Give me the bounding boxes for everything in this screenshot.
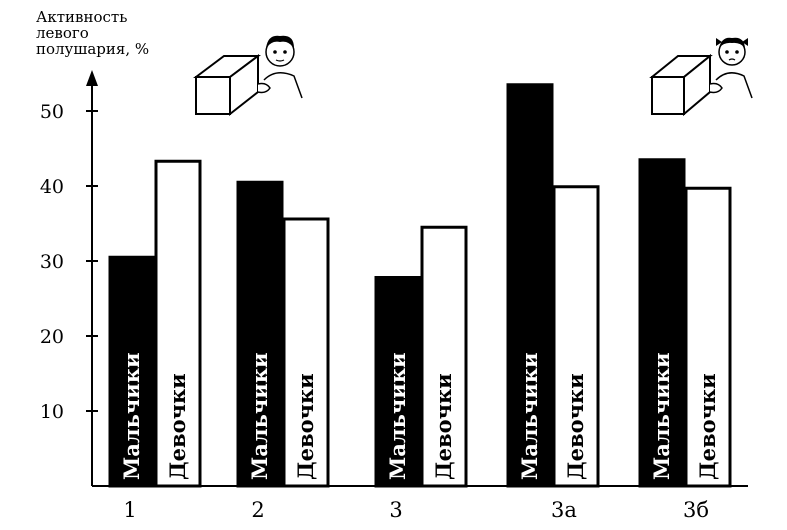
- bar-boys-4: [506, 83, 554, 488]
- y-tick-label: 50: [40, 101, 64, 123]
- bar-boys-2: [236, 180, 284, 488]
- y-axis-title: Активность левого полушария, %: [36, 8, 149, 58]
- y-axis-title-line: Активность: [36, 8, 127, 26]
- x-tick-label: 3: [389, 498, 402, 522]
- y-axis-title-line: полушария, %: [36, 40, 149, 58]
- bar-series-label: Мальчики: [517, 352, 542, 480]
- bar-series-label: Мальчики: [649, 352, 674, 480]
- bar-boys-1: [108, 255, 156, 488]
- bars: [108, 83, 732, 488]
- bar-boys-3: [374, 276, 422, 488]
- bar-boys-5: [638, 158, 686, 488]
- y-tick-label: 20: [40, 326, 64, 348]
- bar-series-label: Девочки: [563, 373, 588, 480]
- bar-girls-4: [552, 185, 600, 488]
- bar-series-label: Девочки: [293, 373, 318, 480]
- x-tick-label: 3а: [551, 498, 577, 522]
- girl-with-cube-icon: [649, 37, 753, 117]
- bar-girls-2: [282, 217, 330, 488]
- bar-girls-3: [420, 225, 468, 488]
- bar-girls-1: [154, 159, 202, 488]
- bar-girls-5: [684, 186, 732, 488]
- y-tick-label: 30: [40, 251, 64, 273]
- x-tick-label: 2: [251, 498, 264, 522]
- x-tick-labels: 1 2 3 3а 3б: [123, 498, 709, 522]
- bar-series-label: Мальчики: [119, 352, 144, 480]
- bar-series-label: Девочки: [165, 373, 190, 480]
- bar-series-label: Мальчики: [247, 352, 272, 480]
- y-ticks: 10 20 30 40 50: [40, 101, 98, 423]
- x-tick-label: 1: [123, 498, 136, 522]
- y-tick-label: 10: [40, 401, 64, 423]
- bar-series-label: Девочки: [695, 373, 720, 480]
- bar-series-label: Девочки: [431, 373, 456, 480]
- bar-labels: Мальчики Девочки Мальчики Девочки Мальчики Де…: [119, 352, 720, 480]
- y-axis-title-line: левого: [36, 24, 89, 42]
- boy-with-cube-icon: [193, 35, 303, 117]
- y-tick-label: 40: [40, 176, 64, 198]
- bar-series-label: Мальчики: [385, 352, 410, 480]
- y-axis-arrow: [86, 70, 98, 86]
- x-tick-label: 3б: [683, 498, 709, 522]
